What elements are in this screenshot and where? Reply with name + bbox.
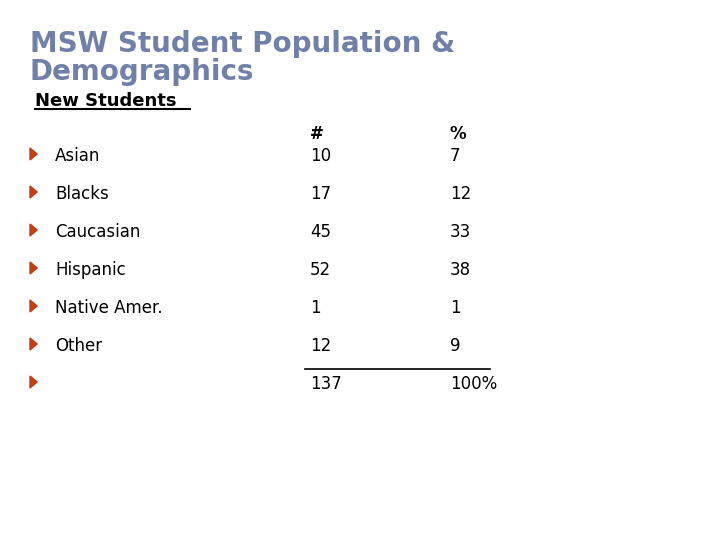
Polygon shape: [30, 186, 37, 198]
Text: New Students: New Students: [35, 92, 176, 110]
Text: %: %: [450, 125, 467, 143]
Text: 1: 1: [310, 299, 320, 317]
Text: Other: Other: [55, 337, 102, 355]
Text: 38: 38: [450, 261, 471, 279]
Text: 137: 137: [310, 375, 342, 393]
Text: Asian: Asian: [55, 147, 100, 165]
Polygon shape: [30, 262, 37, 274]
Text: MSW Student Population &: MSW Student Population &: [30, 30, 455, 58]
Polygon shape: [30, 224, 37, 236]
Text: 12: 12: [450, 185, 472, 203]
Text: 7: 7: [450, 147, 461, 165]
Text: Native Amer.: Native Amer.: [55, 299, 163, 317]
Polygon shape: [30, 148, 37, 160]
Text: 17: 17: [310, 185, 331, 203]
Text: 52: 52: [310, 261, 331, 279]
Text: 33: 33: [450, 223, 472, 241]
Polygon shape: [30, 338, 37, 350]
Polygon shape: [30, 300, 37, 312]
Text: 10: 10: [310, 147, 331, 165]
Text: Hispanic: Hispanic: [55, 261, 126, 279]
Text: 9: 9: [450, 337, 461, 355]
Text: #: #: [310, 125, 324, 143]
Text: 100%: 100%: [450, 375, 498, 393]
Text: Demographics: Demographics: [30, 58, 254, 86]
Text: Blacks: Blacks: [55, 185, 109, 203]
Text: 12: 12: [310, 337, 331, 355]
Polygon shape: [30, 376, 37, 388]
Text: 1: 1: [450, 299, 461, 317]
Text: Caucasian: Caucasian: [55, 223, 140, 241]
Text: 45: 45: [310, 223, 331, 241]
